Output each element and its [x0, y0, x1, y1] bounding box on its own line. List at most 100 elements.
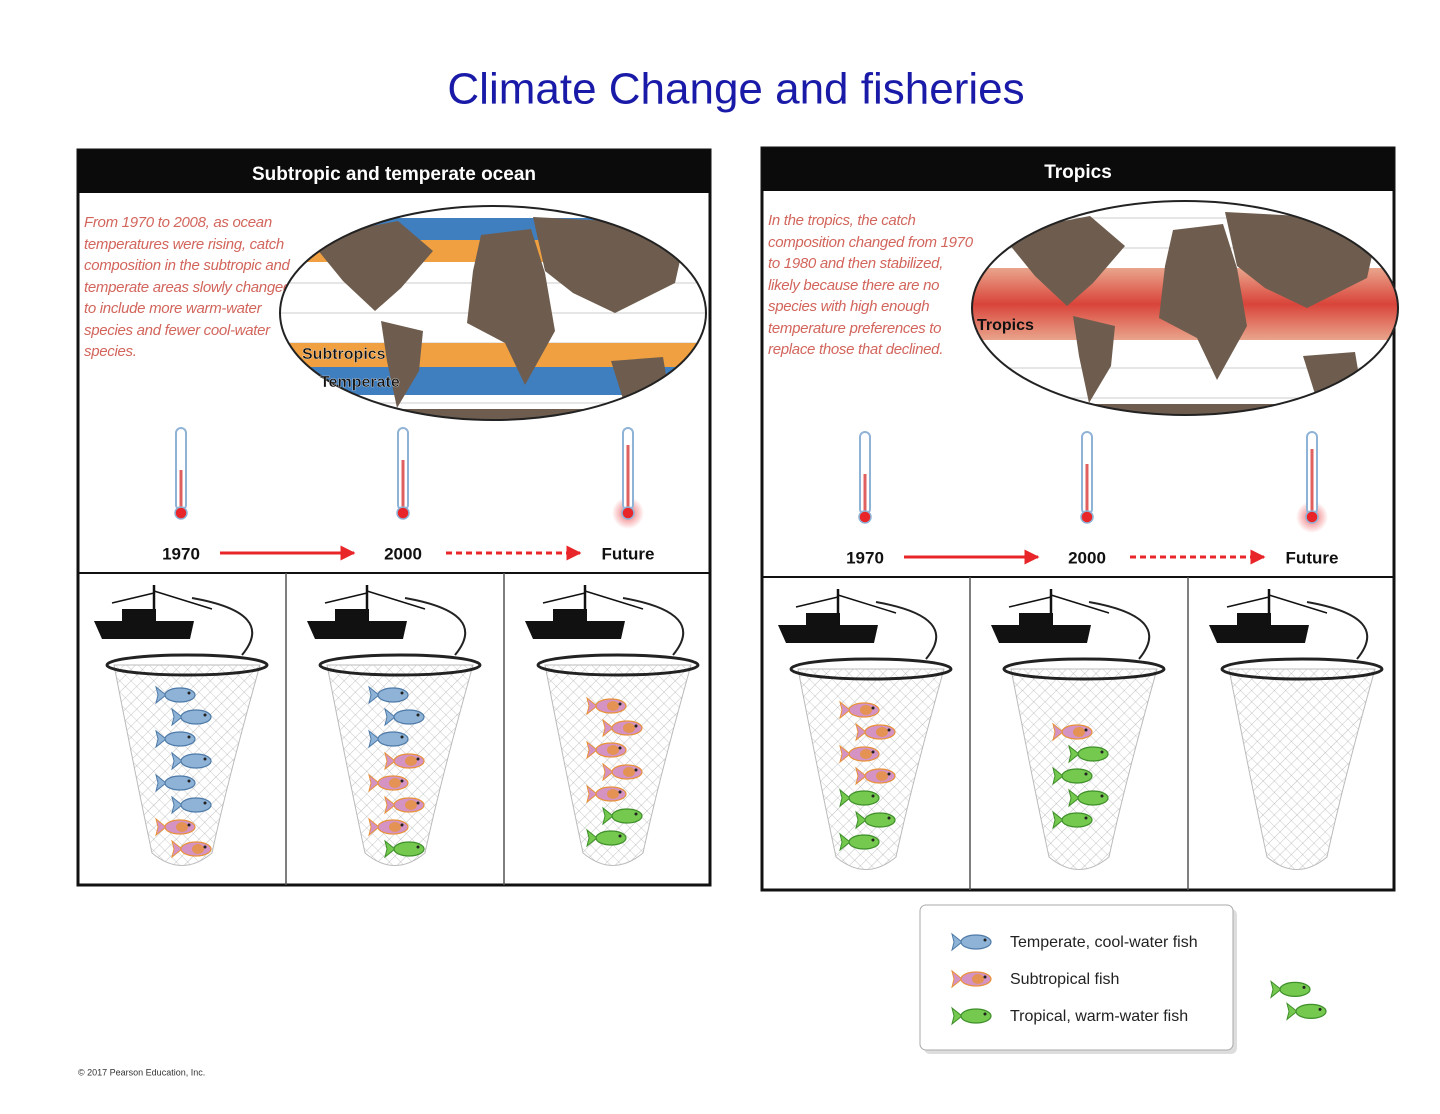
fish-eye [618, 746, 622, 750]
boat-hull [778, 625, 878, 643]
catch-cell [307, 585, 482, 866]
boat-cabin [553, 609, 587, 622]
net-rim [789, 657, 953, 681]
fish-eye [416, 713, 420, 717]
fish-tail [951, 932, 963, 952]
fish [839, 700, 880, 720]
fish [171, 795, 212, 815]
thermo-bulb [858, 510, 872, 524]
boat-hull [525, 621, 625, 639]
fish-eye [400, 735, 404, 739]
fish-tail [602, 762, 614, 782]
fish-eye [871, 750, 875, 754]
fish [586, 828, 627, 848]
fish-eye [203, 845, 207, 849]
fish-eye [871, 794, 875, 798]
boat-hull [94, 621, 194, 639]
fish-body [164, 687, 196, 703]
fish-eye [871, 838, 875, 842]
fish-eye [1302, 985, 1306, 989]
fish [951, 1006, 992, 1026]
fish-stripe [1073, 727, 1085, 737]
fish-eye [1084, 816, 1088, 820]
fish-body [377, 731, 409, 747]
fish-eye [416, 845, 420, 849]
fish [839, 788, 880, 808]
fish-tail [368, 817, 380, 837]
fish-stripe [192, 844, 204, 854]
net-rope [404, 597, 467, 656]
fish-body [1279, 981, 1311, 997]
catch-cell [778, 589, 953, 870]
fish-body [595, 830, 627, 846]
net-rim [105, 653, 269, 677]
fish-stripe [389, 778, 401, 788]
timeline-label: 2000 [1068, 548, 1106, 567]
fish-body [864, 812, 896, 828]
thermo-bulb [1080, 510, 1094, 524]
fish-stripe [860, 705, 872, 715]
fish [1286, 1002, 1327, 1021]
continent [1073, 316, 1115, 403]
fish-stripe [860, 749, 872, 759]
fish [839, 832, 880, 852]
fish-tail [951, 969, 963, 989]
fish-eye [1100, 750, 1104, 754]
fish-tail [586, 740, 598, 760]
boat-hull [991, 625, 1091, 643]
continent [467, 229, 555, 385]
fish-tail [839, 700, 851, 720]
fish-body [1061, 768, 1093, 784]
fish-body [393, 709, 425, 725]
continent [1000, 216, 1125, 306]
description: In the tropics, the catch composition ch… [768, 212, 973, 358]
net-rope [191, 597, 254, 656]
thermo-bulb [621, 506, 635, 520]
fish [171, 707, 212, 727]
boat-boom [584, 590, 644, 610]
fish-tail [171, 839, 183, 859]
fish [586, 784, 627, 804]
fish [171, 839, 212, 859]
fish [839, 744, 880, 764]
boat-hull [307, 621, 407, 639]
map-label: Tropics [977, 317, 1034, 334]
fish [586, 740, 627, 760]
timeline-label: 2000 [384, 544, 422, 563]
fish-eye [983, 938, 987, 942]
fish-stripe [405, 800, 417, 810]
net-rim [1220, 657, 1384, 681]
fish [951, 932, 992, 952]
net-rim [1002, 657, 1166, 681]
map-outline [971, 200, 1399, 416]
legend-box [919, 904, 1234, 1051]
fish [155, 773, 196, 793]
fish-eye [416, 801, 420, 805]
thermo-bulb [1305, 510, 1319, 524]
fish-eye [187, 691, 191, 695]
fish [602, 806, 643, 826]
fish [1052, 722, 1093, 742]
fish-eye [1084, 728, 1088, 732]
fish-eye [203, 801, 207, 805]
net-rim [536, 653, 700, 677]
fish [855, 810, 896, 830]
copyright: © 2017 Pearson Education, Inc. [78, 1067, 205, 1077]
fish [1270, 980, 1311, 999]
catch-cell [991, 589, 1166, 870]
fish-eye [634, 812, 638, 816]
boat-boom [795, 596, 839, 608]
fish-tail [839, 788, 851, 808]
fish-body [848, 834, 880, 850]
boat-boom [1226, 596, 1270, 608]
fish-eye [983, 1012, 987, 1016]
fish-tail [951, 1006, 963, 1026]
fish [384, 839, 425, 859]
description-box: From 1970 to 2008, as ocean temperatures… [84, 214, 291, 360]
fish [384, 795, 425, 815]
thermo-bulb [174, 506, 188, 520]
fish-eye [634, 768, 638, 772]
catch-cell [1209, 589, 1384, 1021]
fish [171, 751, 212, 771]
fish-tail [155, 773, 167, 793]
